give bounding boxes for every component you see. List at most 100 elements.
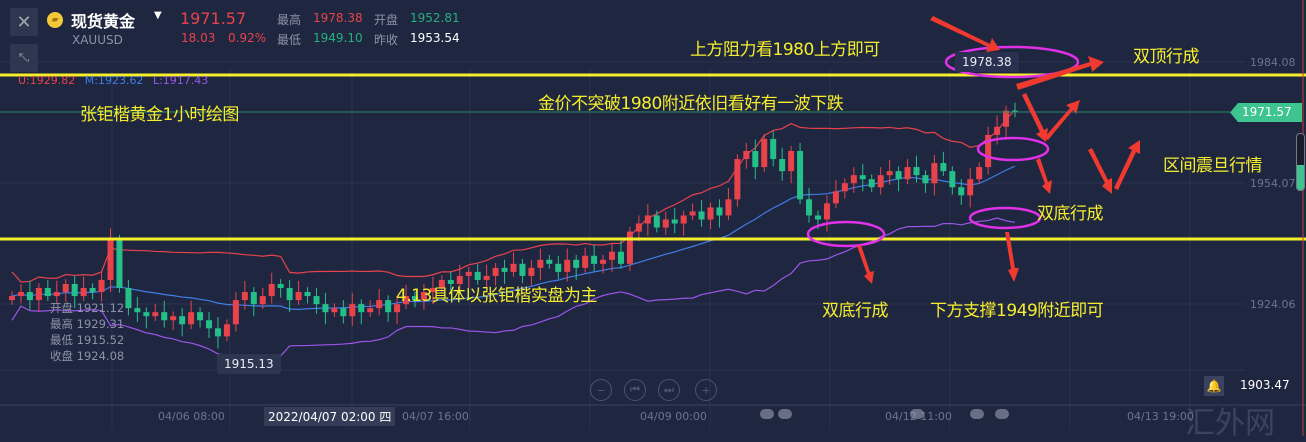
instrument-symbol: XAUUSD <box>72 33 123 47</box>
annotation-disclaimer: 4.13具体以张钜楷实盘为主 <box>396 286 597 306</box>
skip-forward-icon[interactable]: ⏭ <box>658 379 680 401</box>
candle-body <box>779 159 786 172</box>
candle-body <box>322 304 329 313</box>
annotation-double-bottom: 双底行成 <box>822 301 889 321</box>
bell-icon[interactable]: 🔔 <box>1204 376 1224 396</box>
annotation-range: 区间震旦行情 <box>1163 156 1263 176</box>
candle-body <box>161 312 168 321</box>
candle-body <box>232 300 239 325</box>
candles <box>9 102 1018 349</box>
collapse-icon[interactable]: ⤡ <box>10 44 38 72</box>
candle-body <box>286 288 293 301</box>
annotation-outlook: 金价不突破1980附近依旧看好有一波下跌 <box>538 94 844 114</box>
y-tick: 1954.07 <box>1250 177 1296 190</box>
candle-body <box>492 267 499 276</box>
candle-body <box>62 283 69 293</box>
arrow-3 <box>1022 93 1048 142</box>
candle-body <box>394 304 401 313</box>
scrollbar[interactable] <box>1296 133 1305 191</box>
candle-body <box>814 215 821 220</box>
x-tick: 04/09 00:00 <box>640 410 707 423</box>
candle-body <box>26 292 33 301</box>
candle-body <box>806 199 813 216</box>
skip-back-icon[interactable]: ⏮ <box>624 379 646 401</box>
close-icon[interactable]: ✕ <box>10 8 38 36</box>
candle-body <box>716 207 723 216</box>
candle-body <box>653 215 660 228</box>
candle-body <box>125 288 132 309</box>
candle-body <box>456 275 463 284</box>
candle-body <box>931 163 938 184</box>
candle-body <box>850 175 857 184</box>
last-price: 1971.57 <box>180 9 247 28</box>
candle-body <box>35 288 42 301</box>
candle-body <box>188 312 195 325</box>
ellipse-bottom-right <box>968 206 1042 230</box>
candle-body <box>116 239 123 289</box>
current-price-tag: 1971.57 <box>1230 103 1302 122</box>
candle-body <box>438 279 445 289</box>
open-label: 开盘 <box>374 13 399 27</box>
candle-body <box>411 296 418 301</box>
candle-body <box>770 138 777 160</box>
price-change-pct: 0.92% <box>228 31 267 45</box>
candle-body <box>591 255 598 264</box>
upper-band-line <box>11 109 1016 283</box>
candle-body <box>143 312 150 317</box>
candle-body <box>53 292 60 297</box>
candle-body <box>376 300 383 309</box>
candle-body <box>797 150 804 200</box>
event-dot[interactable] <box>778 409 792 419</box>
instrument-name[interactable]: 现货黄金 <box>71 12 136 31</box>
candle-body <box>80 288 87 297</box>
candle-body <box>752 150 759 168</box>
candle-body <box>420 292 427 301</box>
high-value: 1978.38 <box>313 11 363 25</box>
caret-down-icon[interactable]: ▼ <box>154 10 162 21</box>
candle-body <box>823 203 830 220</box>
candle-body <box>107 239 114 280</box>
zoom-out-icon[interactable]: − <box>590 379 612 401</box>
crosshair-price: 1903.47 <box>1240 378 1290 392</box>
candle-body <box>214 328 221 337</box>
candle-body <box>17 292 24 297</box>
candle-body <box>573 259 580 268</box>
candle-body <box>994 126 1001 135</box>
candle-body <box>859 175 866 180</box>
candle-body <box>277 283 284 289</box>
candle-body <box>841 183 848 192</box>
candle-body <box>958 187 965 196</box>
candle-body <box>707 207 714 220</box>
candle-body <box>206 320 213 329</box>
candle-body <box>877 175 884 188</box>
zoom-in-icon[interactable]: + <box>695 379 717 401</box>
event-dot[interactable] <box>970 409 984 419</box>
candle-body <box>922 175 929 184</box>
candle-body <box>295 292 302 301</box>
annotation-support: 下方支撑1949附近即可 <box>930 301 1104 321</box>
candle-body <box>725 199 732 216</box>
candle-body <box>250 292 257 305</box>
candle-body <box>582 255 589 268</box>
event-dot[interactable] <box>760 409 774 419</box>
candle-body <box>313 296 320 305</box>
ohlc-close: 收盘 1924.08 <box>50 349 125 363</box>
candle-body <box>519 263 526 276</box>
candle-body <box>474 271 481 280</box>
candle-body <box>626 231 633 264</box>
ellipse-top <box>976 136 1050 162</box>
candle-body <box>913 167 920 176</box>
event-dot[interactable] <box>910 409 924 419</box>
x-tick: 04/13 19:00 <box>1127 410 1194 423</box>
candle-body <box>949 171 956 188</box>
arrow-9 <box>1005 232 1019 282</box>
event-dot[interactable] <box>995 409 1009 419</box>
high-marker: 1978.38 <box>955 52 1019 72</box>
arrow-4 <box>1044 100 1080 140</box>
ellipse-bottom-left <box>806 220 886 248</box>
y-tick: 1924.06 <box>1250 298 1296 311</box>
x-tick: 04/06 08:00 <box>158 410 225 423</box>
arrow-8 <box>857 245 874 284</box>
candle-body <box>635 223 642 232</box>
